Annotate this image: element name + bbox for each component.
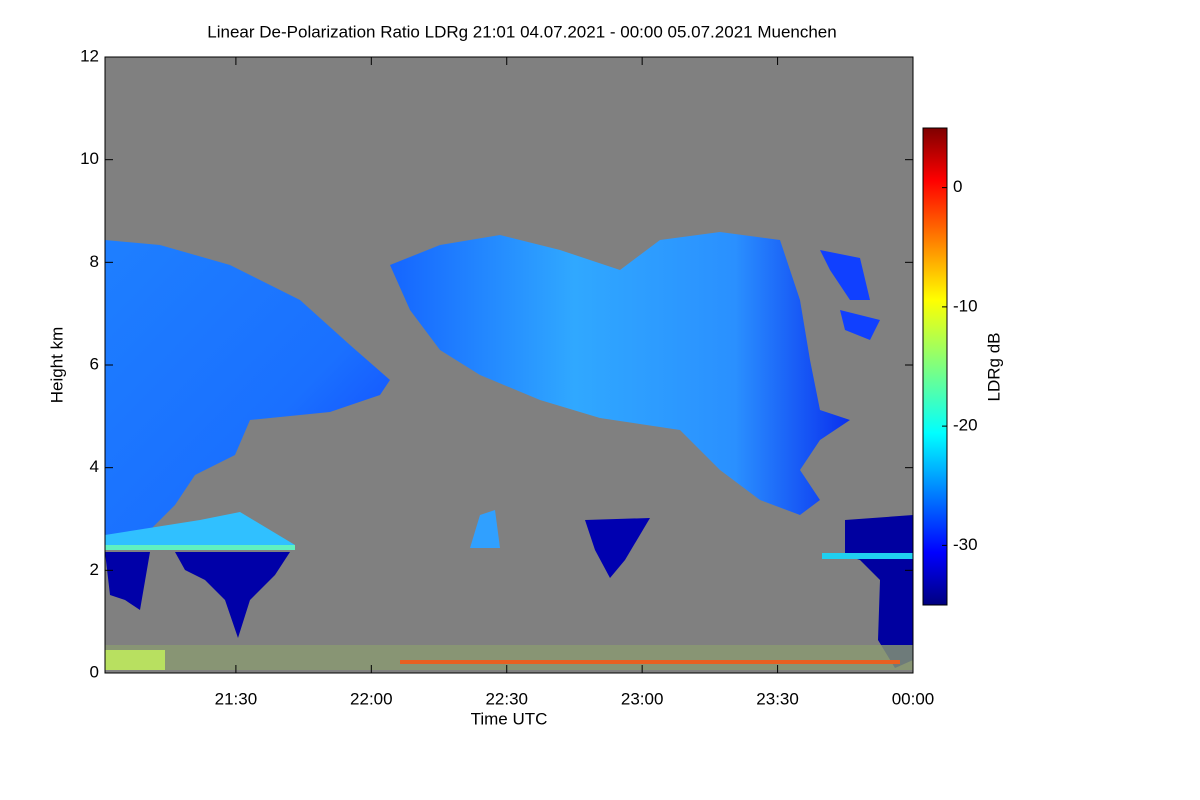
y-tick-label: 0 [90, 662, 99, 681]
y-tick-label: 2 [90, 560, 99, 579]
y-tick-label: 4 [90, 457, 99, 476]
boundary-layer [400, 660, 900, 664]
y-tick-label: 10 [80, 149, 99, 168]
boundary-layer [105, 645, 913, 670]
cloud [820, 250, 880, 340]
colorbar-tick-label: 0 [953, 177, 962, 196]
chart-title: Linear De-Polarization Ratio LDRg 21:01 … [207, 22, 836, 41]
x-tick-label: 00:00 [892, 689, 935, 708]
x-tick-label: 23:00 [621, 689, 664, 708]
x-tick-label: 22:00 [350, 689, 393, 708]
x-tick-label: 22:30 [485, 689, 528, 708]
y-tick-label: 6 [90, 354, 99, 373]
colorbar-label: LDRg dB [984, 333, 1003, 402]
boundary-layer [105, 650, 165, 670]
colorbar-tick-label: -20 [953, 416, 978, 435]
x-axis-label: Time UTC [471, 709, 548, 728]
cloud [105, 512, 295, 550]
cloud [105, 240, 390, 535]
cloud [105, 552, 290, 638]
cloud [822, 553, 913, 559]
cloud [470, 510, 500, 548]
colorbar-tick-label: -10 [953, 296, 978, 315]
cloud [390, 232, 850, 515]
plot-area [104, 56, 914, 674]
y-axis-label: Height km [47, 327, 66, 404]
colorbar-tick-label: -30 [953, 535, 978, 554]
x-tick-label: 23:30 [756, 689, 799, 708]
cloud [585, 518, 650, 578]
colorbar [922, 127, 948, 606]
y-tick-label: 12 [80, 46, 99, 65]
y-tick-label: 8 [90, 252, 99, 271]
x-tick-label: 21:30 [215, 689, 258, 708]
cloud [105, 545, 295, 550]
